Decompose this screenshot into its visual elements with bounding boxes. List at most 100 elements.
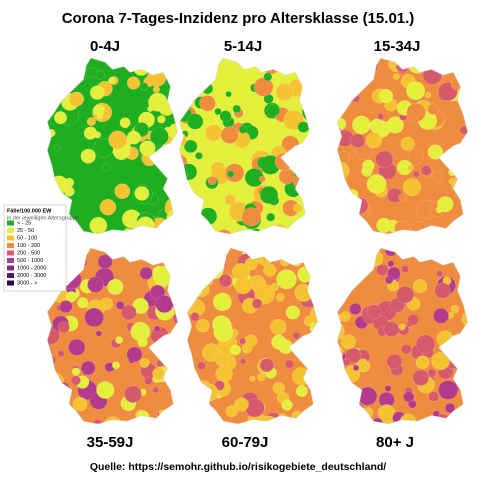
district	[62, 58, 76, 70]
district	[148, 92, 168, 112]
district	[270, 283, 279, 292]
district	[183, 89, 196, 102]
district	[259, 186, 279, 204]
district	[166, 220, 178, 232]
district	[57, 350, 65, 358]
district	[238, 125, 248, 134]
district	[309, 305, 318, 325]
district	[190, 285, 203, 297]
panel-label: 5-14J	[224, 38, 262, 55]
district	[466, 328, 468, 339]
district	[218, 274, 233, 288]
district	[47, 62, 52, 70]
district	[420, 165, 432, 176]
district	[173, 299, 178, 315]
panel-label: 35-59J	[87, 434, 134, 451]
district	[337, 227, 340, 235]
district	[96, 381, 115, 399]
legend-label: 50 - 100	[17, 235, 37, 241]
district	[143, 227, 160, 235]
district	[163, 155, 175, 167]
district	[352, 115, 371, 135]
district	[181, 208, 192, 219]
district	[450, 304, 460, 314]
district	[93, 138, 114, 158]
district	[422, 66, 442, 85]
district	[461, 310, 468, 327]
district	[177, 276, 184, 283]
district	[457, 404, 468, 423]
panel-label: 15-34J	[374, 38, 421, 55]
district	[245, 398, 265, 418]
panel-label: 80+ J	[376, 434, 414, 451]
district	[315, 363, 318, 378]
district	[436, 270, 444, 277]
district	[326, 412, 335, 421]
district	[458, 376, 468, 390]
legend-swatch	[7, 258, 14, 263]
district	[437, 196, 454, 213]
district	[337, 409, 343, 425]
district	[441, 148, 462, 169]
district	[394, 220, 410, 235]
district	[292, 203, 303, 213]
district	[176, 88, 178, 104]
district	[191, 272, 200, 281]
district	[257, 373, 266, 382]
district	[452, 62, 463, 73]
district	[115, 336, 123, 344]
district	[356, 230, 365, 235]
district	[337, 400, 346, 417]
district	[251, 228, 262, 235]
district	[172, 394, 178, 414]
map-fill	[179, 58, 310, 235]
district	[179, 96, 183, 106]
district	[86, 117, 96, 127]
district	[372, 417, 383, 425]
district	[266, 213, 276, 222]
district	[383, 321, 400, 337]
district	[284, 254, 291, 261]
district	[337, 322, 345, 341]
district	[466, 383, 468, 398]
district	[337, 93, 340, 106]
district	[305, 67, 310, 76]
legend-label: 100 - 200	[17, 243, 40, 249]
district	[234, 397, 249, 412]
district	[232, 104, 241, 113]
district	[303, 181, 310, 190]
district	[139, 266, 153, 280]
district	[173, 395, 178, 402]
legend-box	[3, 204, 67, 292]
district	[187, 372, 194, 393]
district	[72, 397, 88, 412]
legend-title: Fälle/100.000 EW	[7, 208, 52, 214]
map-fill	[177, 248, 318, 425]
map	[328, 57, 469, 235]
district	[257, 421, 271, 425]
district	[385, 275, 394, 285]
district	[157, 115, 166, 124]
district	[229, 344, 241, 356]
district	[401, 344, 412, 355]
district	[296, 157, 305, 166]
district	[377, 113, 384, 120]
district	[64, 177, 75, 188]
district	[174, 64, 178, 72]
district	[80, 148, 96, 164]
district	[56, 393, 68, 405]
district	[119, 117, 131, 129]
district	[285, 305, 300, 320]
district	[56, 382, 70, 396]
district	[172, 311, 178, 326]
map	[177, 247, 319, 425]
district	[406, 81, 425, 100]
district	[47, 58, 59, 66]
district	[291, 410, 302, 421]
district	[179, 69, 193, 87]
district	[124, 385, 142, 403]
legend-label: 3000 - >	[17, 280, 37, 286]
district	[424, 92, 432, 99]
district	[152, 233, 162, 235]
district	[328, 95, 334, 101]
